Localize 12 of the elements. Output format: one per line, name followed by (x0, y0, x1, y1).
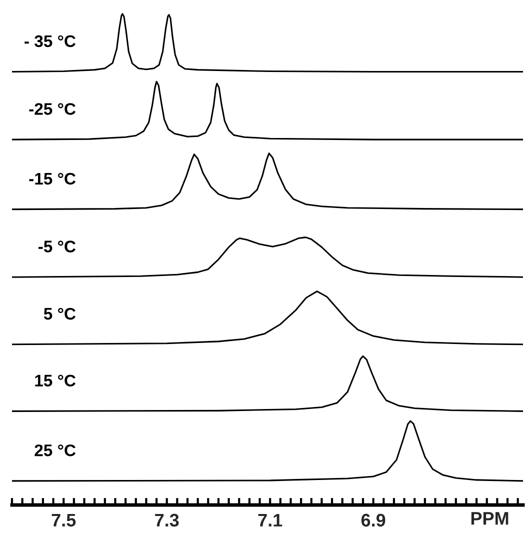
x-axis-title: PPM (471, 512, 508, 525)
x-tick-label: 7.1 (258, 514, 282, 526)
series-label: 25 °C (34, 444, 76, 456)
x-tick-label: 7.5 (52, 514, 76, 527)
series-label: -25 °C (29, 103, 76, 115)
series-label: 15 °C (35, 374, 76, 386)
series-label: - 35 °C (24, 35, 76, 48)
series-label: -5 °C (38, 240, 76, 252)
x-tick-label: 7.3 (155, 514, 179, 527)
x-tick-label: 6.9 (361, 514, 386, 527)
series-label: -15 °C (29, 172, 76, 185)
series-label: 5 °C (44, 308, 76, 320)
